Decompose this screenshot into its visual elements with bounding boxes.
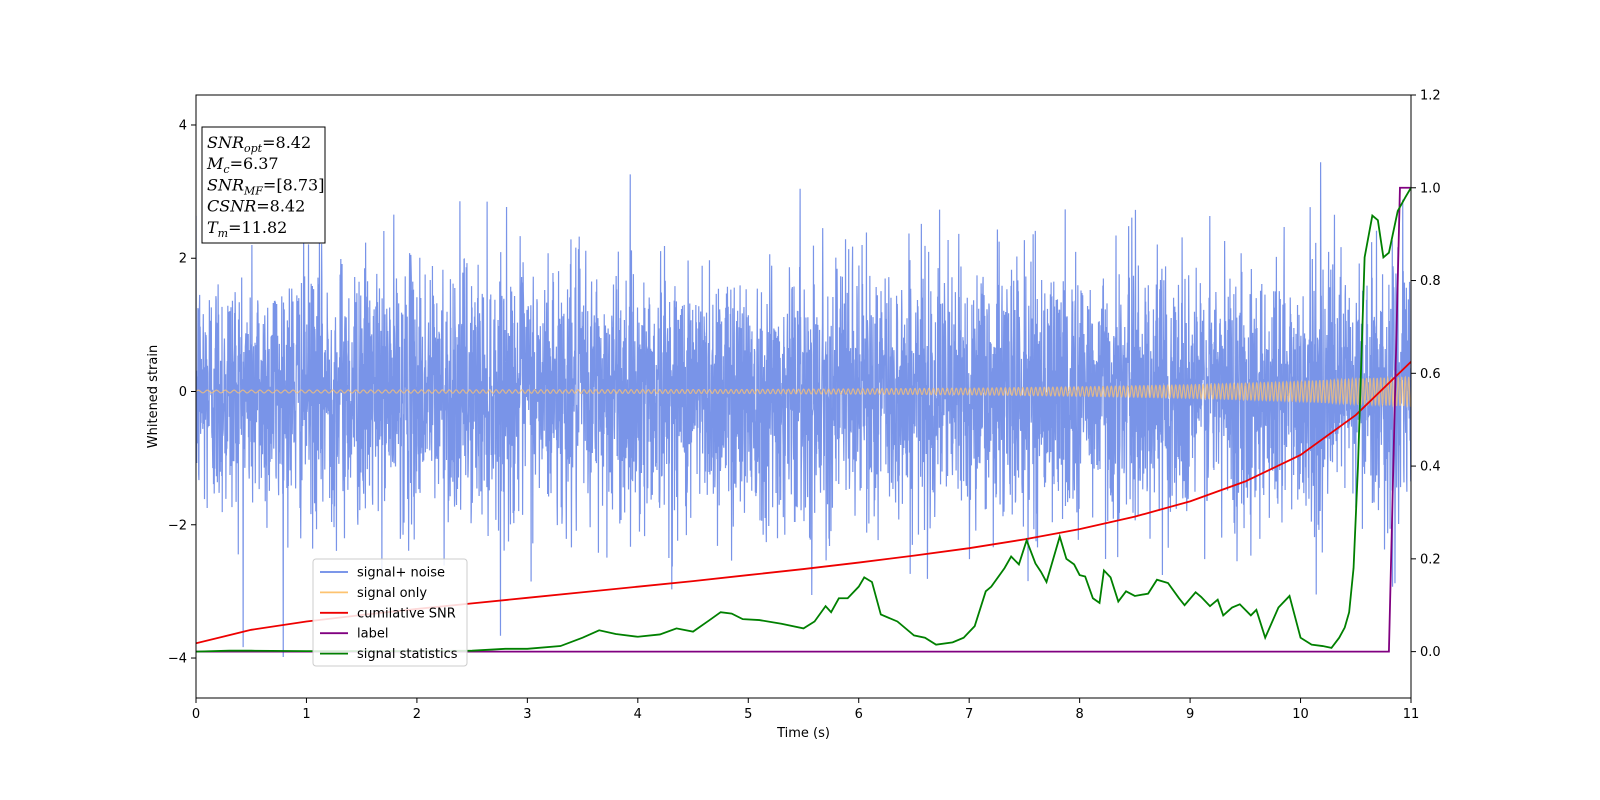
legend-frame	[312, 558, 468, 667]
y-tick-label: 0	[179, 385, 187, 400]
annotation-symbol: T	[207, 218, 219, 237]
y2-tick-label: 0.8	[1420, 274, 1441, 289]
y-tick-label: 4	[179, 118, 187, 133]
annotation-frame	[201, 126, 326, 244]
annotation-symbol: SNR	[207, 175, 244, 194]
x-tick-label: 5	[744, 707, 752, 722]
x-tick-label: 9	[1186, 707, 1194, 722]
annotation-line: Mc=6.37	[206, 154, 279, 176]
series-signal-only	[196, 375, 1411, 409]
legend-entry: label	[357, 627, 388, 642]
x-tick-label: 10	[1292, 707, 1309, 722]
x-tick-label: 4	[634, 707, 642, 722]
y2-tick-label: 0.4	[1420, 460, 1441, 475]
y-tick-label: −2	[168, 518, 187, 533]
series-label	[196, 186, 1411, 653]
series-signal-statistics	[196, 187, 1411, 653]
x-tick-label: 8	[1075, 707, 1083, 722]
annotation-value: =6.37	[230, 154, 279, 173]
y2-tick-label: 0.6	[1420, 367, 1441, 382]
y-tick-label: −4	[168, 652, 187, 667]
series-signal-noise	[196, 162, 1411, 657]
annotation-symbol: CSNR	[207, 197, 256, 216]
annotation-subscript: m	[218, 227, 228, 240]
y-axis-label: Whitened strain	[146, 345, 161, 448]
annotation-value: =8.42	[262, 133, 311, 152]
annotation-symbol: SNR	[207, 133, 244, 152]
x-tick-label: 7	[965, 707, 973, 722]
x-tick-label: 6	[855, 707, 863, 722]
y2-tick-label: 1.0	[1420, 181, 1441, 196]
legend-entry: signal statistics	[357, 647, 458, 662]
x-tick-label: 2	[413, 707, 421, 722]
annotation-value: =[8.73]	[263, 175, 325, 194]
annotation-box: SNRopt=8.42Mc=6.37SNRMF=[8.73]CSNR=8.42T…	[201, 126, 326, 244]
legend-entry: signal only	[357, 586, 427, 601]
annotation-line: SNRMF=[8.73]	[207, 175, 324, 197]
plot-frame	[195, 94, 1412, 699]
annotation-subscript: c	[223, 163, 229, 176]
annotation-line: Tm=11.82	[207, 218, 287, 240]
x-tick-label: 0	[192, 707, 200, 722]
x-axis-label: Time (s)	[776, 726, 830, 741]
y2-tick-label: 1.2	[1420, 89, 1441, 104]
legend: signal+ noise signal only cumilative SNR la…	[312, 558, 468, 667]
y2-tick-label: 0.2	[1420, 552, 1441, 567]
y-tick-label: 2	[179, 252, 187, 267]
annotation-line: CSNR=8.42	[207, 197, 305, 216]
y2-tick-label: 0.0	[1420, 645, 1441, 660]
annotation-value: =11.82	[228, 218, 287, 237]
annotation-symbol: M	[206, 154, 224, 173]
x-tick-label: 1	[302, 707, 310, 722]
x-tick-label: 3	[523, 707, 531, 722]
legend-entry: signal+ noise	[357, 566, 445, 581]
annotation-subscript: MF	[243, 184, 263, 197]
legend-entry: cumilative SNR	[357, 606, 456, 621]
annotation-subscript: opt	[244, 142, 263, 155]
annotation-line: SNRopt=8.42	[207, 133, 311, 155]
x-tick-label: 11	[1403, 707, 1420, 722]
annotation-value: =8.42	[256, 197, 305, 216]
